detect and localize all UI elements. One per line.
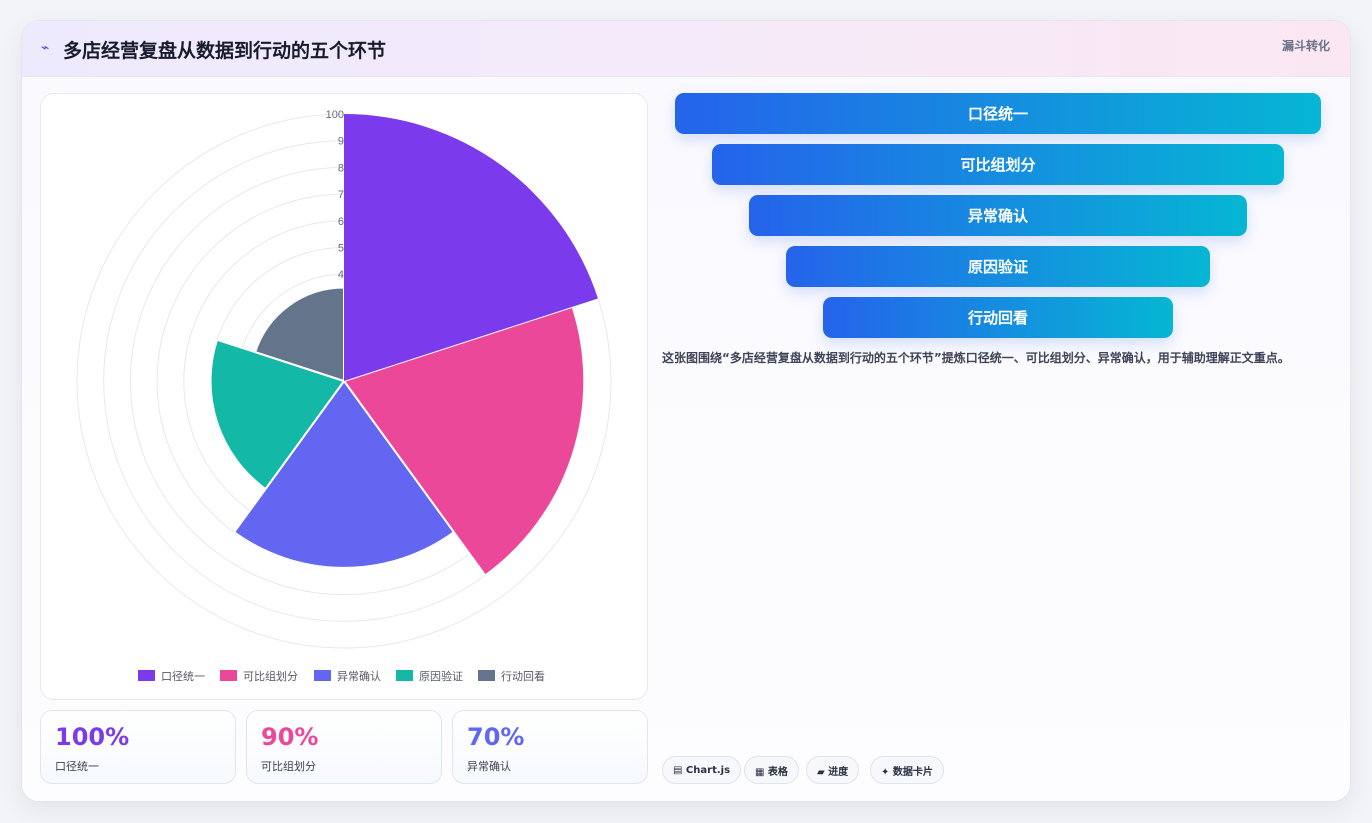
tick-label: 9 [338,136,344,148]
chart-description: 这张图围绕“多店经营复盘从数据到行动的五个环节”提炼口径统一、可比组划分、异常确… [662,351,1290,365]
legend-swatch [396,670,413,681]
polar-area-chart: 100 9 8 7 6 5 4 口径统一 可比组划分 异常确认 原因验证 行动回看 [76,109,612,683]
funnel-step-4: 原因验证 [786,246,1210,287]
legend-swatch [138,670,155,681]
legend-label: 异常确认 [337,670,381,683]
tick-label: 4 [338,269,344,281]
legend-label: 口径统一 [161,670,205,683]
stat-value: 70% [467,723,525,751]
stat-card-2: 90% 可比组划分 [246,710,442,784]
chart-panel: 100 9 8 7 6 5 4 口径统一 可比组划分 异常确认 原因验证 行动回看 [40,93,648,700]
funnel-step-2: 可比组划分 [712,144,1284,185]
funnel-step-3: 异常确认 [749,195,1247,236]
main-card: ⌁ 多店经营复盘从数据到行动的五个环节 漏斗转化 100 9 8 7 6 5 4 口径统一 可比… [21,20,1351,802]
lightning-icon: ⌁ [41,40,50,56]
tick-label: 8 [338,162,344,174]
legend-swatch [314,670,331,681]
stat-card-3: 70% 异常确认 [452,710,648,784]
polar-sector-2 [342,305,586,577]
funnel-step-1: 口径统一 [675,93,1321,134]
header-tag: 漏斗转化 [1281,39,1330,53]
stat-label: 可比组划分 [261,760,316,773]
legend-label: 原因验证 [419,669,463,683]
chip-progress[interactable]: ▰ 进度 [806,756,860,784]
chip-data-card[interactable]: ✦ 数据卡片 [870,756,944,784]
stat-card-1: 100% 口径统一 [40,710,236,784]
tick-label: 7 [338,189,344,201]
legend-swatch [220,670,237,681]
polar-sector-4 [209,338,346,491]
polar-sector-5 [253,286,345,383]
page-title: 多店经营复盘从数据到行动的五个环节 [63,40,387,62]
tick-label: 5 [338,243,344,255]
legend-label: 可比组划分 [243,669,298,683]
stat-label: 异常确认 [467,760,511,773]
stat-value: 90% [261,723,319,751]
stat-value: 100% [55,723,130,751]
legend-label: 行动回看 [501,669,545,683]
chip-table[interactable]: ▦ 表格 [744,756,799,784]
stat-label: 口径统一 [55,760,99,773]
polar-sector-3 [232,379,456,569]
chip-chartjs[interactable]: ▤ Chart.js [662,756,742,784]
legend-swatch [478,670,495,681]
tick-label: 100 [326,109,344,121]
polar-sector-1-overlay [344,114,598,381]
header: ⌁ 多店经营复盘从数据到行动的五个环节 漏斗转化 [22,21,1350,77]
funnel-step-5: 行动回看 [823,297,1173,338]
tick-label: 6 [338,216,344,228]
